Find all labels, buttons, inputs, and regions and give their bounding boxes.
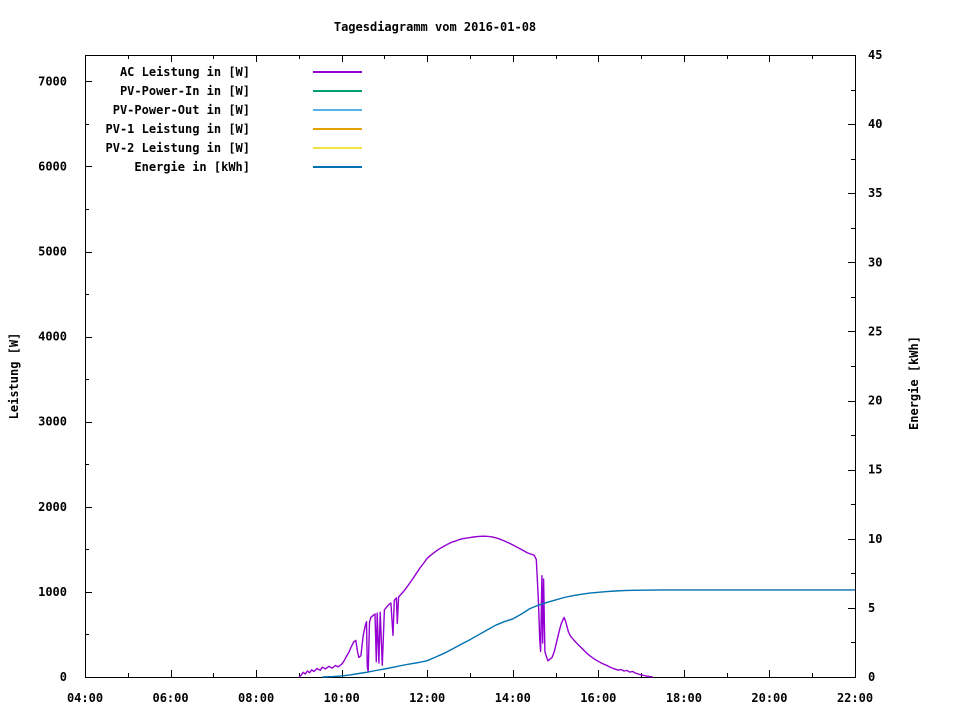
y-left-tick-label: 7000 bbox=[38, 74, 67, 88]
y-left-tick-label: 5000 bbox=[38, 245, 67, 259]
y-left-tick-label: 1000 bbox=[38, 585, 67, 599]
legend-row: PV-Power-Out in [W] bbox=[85, 100, 362, 119]
legend-row: PV-Power-In in [W] bbox=[85, 81, 362, 100]
y-left-tick-label: 6000 bbox=[38, 159, 67, 173]
x-tick-label: 14:00 bbox=[495, 691, 531, 705]
y-left-tick-labels: 0 1000 2000 3000 4000 5000 6000 7000 bbox=[38, 74, 67, 684]
legend-line-sample bbox=[313, 127, 362, 130]
legend-label: Energie in [kWh] bbox=[134, 159, 250, 174]
x-tick-label: 10:00 bbox=[324, 691, 360, 705]
x-tick-label: 04:00 bbox=[67, 691, 103, 705]
x-tick-labels: 04:00 06:00 08:00 10:00 12:00 14:00 16:00 18:00… bbox=[67, 691, 873, 705]
legend-label: PV-Power-Out in [W] bbox=[112, 102, 250, 117]
series-lines bbox=[298, 535, 855, 678]
series-line-energie-in-kwh bbox=[322, 589, 855, 678]
y-left-tick-label: 0 bbox=[60, 670, 67, 684]
y-right-tick-label: 15 bbox=[868, 463, 882, 477]
legend-line-sample bbox=[313, 70, 362, 73]
y-right-tick-label: 20 bbox=[868, 394, 882, 408]
y-right-tick-label: 0 bbox=[868, 670, 875, 684]
legend-line-sample bbox=[313, 108, 362, 111]
legend-line-sample bbox=[313, 89, 362, 92]
y-right-tick-label: 45 bbox=[868, 48, 882, 62]
x-tick-label: 06:00 bbox=[152, 691, 188, 705]
y-right-tick-label: 40 bbox=[868, 117, 882, 131]
chart-title: Tagesdiagramm vom 2016-01-08 bbox=[333, 20, 537, 34]
x-tick-label: 08:00 bbox=[238, 691, 274, 705]
legend: AC Leistung in [W] PV-Power-In in [W] PV… bbox=[85, 62, 362, 176]
legend-row: AC Leistung in [W] bbox=[85, 62, 362, 81]
series-line-ac-leistung-in-w bbox=[298, 535, 653, 678]
y-left-tick-label: 4000 bbox=[38, 330, 67, 344]
x-tick-label: 22:00 bbox=[837, 691, 873, 705]
y-right-tick-labels: 0 5 10 15 20 25 30 35 40 45 bbox=[868, 48, 882, 684]
x-tick-label: 16:00 bbox=[580, 691, 616, 705]
y-right-tick-label: 10 bbox=[868, 532, 882, 546]
x-tick-label: 12:00 bbox=[409, 691, 445, 705]
legend-label: PV-2 Leistung in [W] bbox=[105, 140, 251, 155]
legend-line-sample bbox=[313, 146, 362, 149]
x-tick-label: 20:00 bbox=[751, 691, 787, 705]
legend-row: PV-1 Leistung in [W] bbox=[85, 119, 362, 138]
x-tick-label: 18:00 bbox=[666, 691, 702, 705]
legend-line-sample bbox=[313, 165, 362, 168]
y-right-tick-label: 35 bbox=[868, 186, 882, 200]
y-right-tick-label: 25 bbox=[868, 324, 882, 338]
axis-ticks bbox=[85, 55, 856, 678]
y-right-tick-label: 5 bbox=[868, 601, 875, 615]
y-right-tick-label: 30 bbox=[868, 255, 882, 269]
legend-label: PV-1 Leistung in [W] bbox=[105, 121, 251, 136]
legend-label: PV-Power-In in [W] bbox=[119, 83, 250, 98]
legend-row: PV-2 Leistung in [W] bbox=[85, 138, 362, 157]
legend-label: AC Leistung in [W] bbox=[119, 64, 250, 79]
legend-row: Energie in [kWh] bbox=[85, 157, 362, 176]
y-left-tick-label: 3000 bbox=[38, 415, 67, 429]
y-left-tick-label: 2000 bbox=[38, 500, 67, 514]
